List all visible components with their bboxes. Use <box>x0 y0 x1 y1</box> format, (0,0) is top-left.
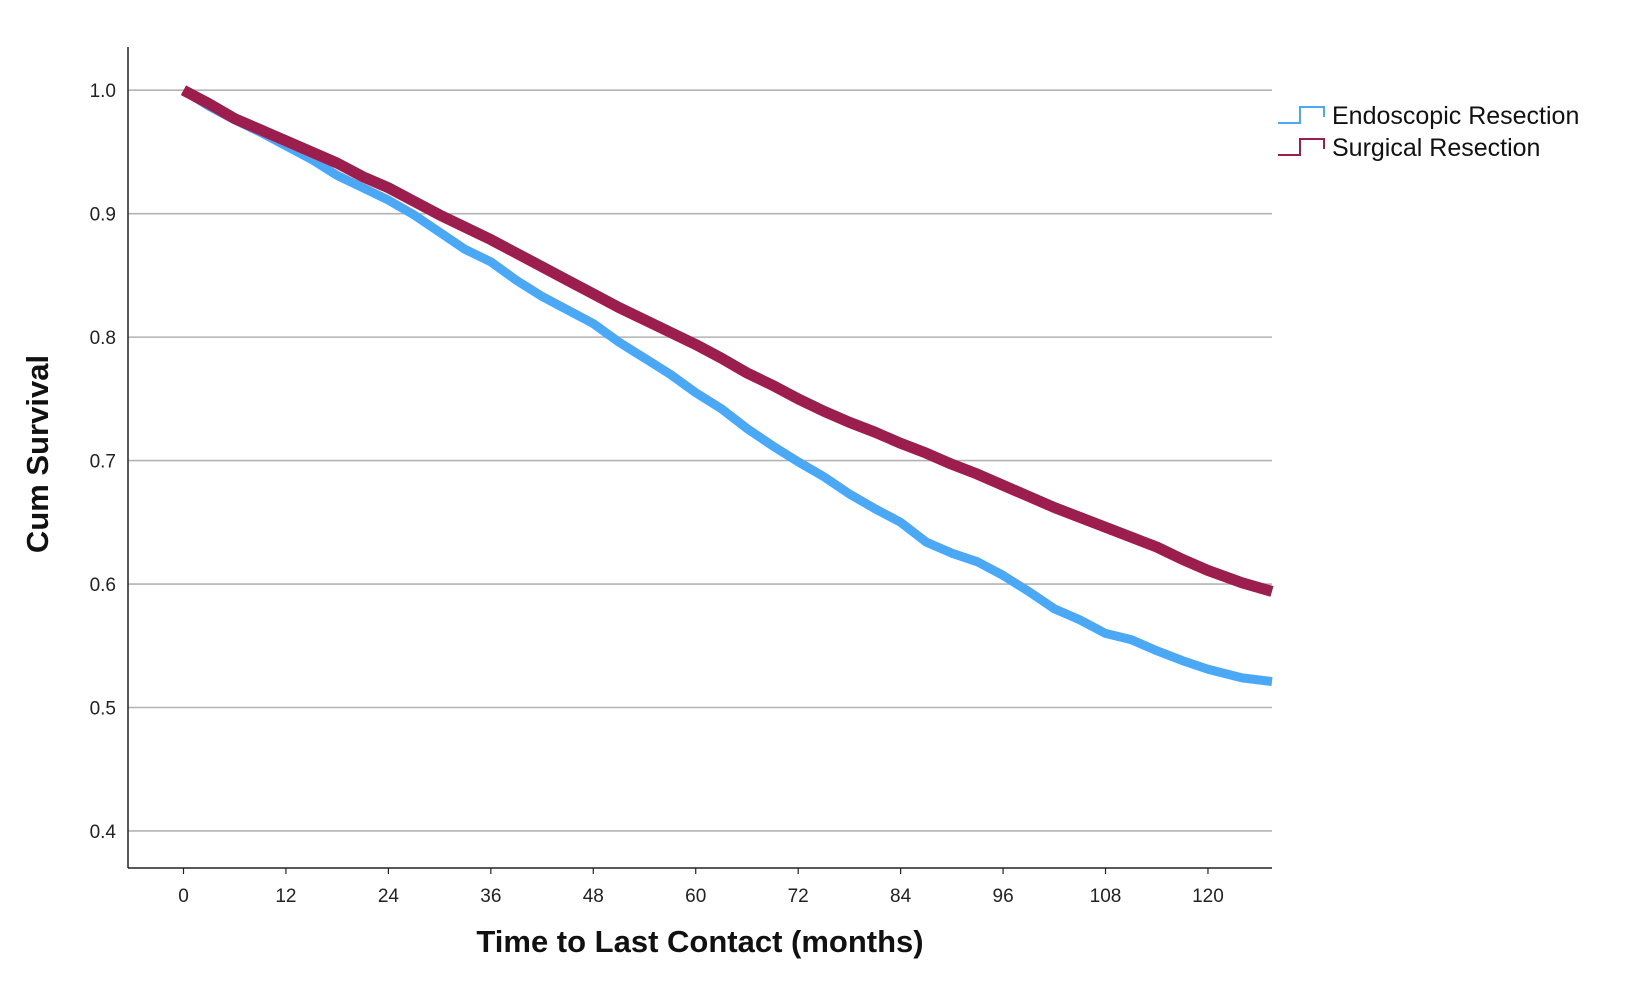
x-tick-label-24: 24 <box>378 886 400 907</box>
axes <box>127 47 1272 869</box>
legend-label-endoscopic-resection: Endoscopic Resection <box>1332 102 1579 130</box>
legend-item-surgical-resection: Surgical Resection <box>1278 134 1540 162</box>
x-tick-label-84: 84 <box>890 886 912 907</box>
x-tick-label-36: 36 <box>480 886 501 907</box>
x-tick-label-96: 96 <box>993 886 1014 907</box>
x-tick-label-0: 0 <box>178 886 189 907</box>
legend: Endoscopic Resection Surgical Resection <box>1278 102 1579 162</box>
x-tick-label-48: 48 <box>583 886 604 907</box>
y-tick-label-0.9: 0.9 <box>90 205 116 226</box>
x-tick-label-60: 60 <box>685 886 706 907</box>
series-line-endoscopic-resection <box>181 86 1273 687</box>
legend-item-endoscopic-resection: Endoscopic Resection <box>1278 102 1579 130</box>
series-layer <box>180 85 1274 687</box>
legend-swatch-endoscopic-resection <box>1278 106 1325 124</box>
gridlines <box>128 89 1272 832</box>
series-line-surgical-resection <box>180 85 1274 597</box>
x-tick-label-108: 108 <box>1090 886 1122 907</box>
y-tick-label-0.5: 0.5 <box>90 699 116 720</box>
y-tick-label-1.0: 1.0 <box>90 81 116 102</box>
x-tick-label-120: 120 <box>1192 886 1224 907</box>
legend-swatch-surgical-resection <box>1278 138 1325 156</box>
y-axis-title: Cum Survival <box>20 355 55 553</box>
tick-labels: 0 12 24 36 48 60 72 84 96 108 120 0.4 0.5 0.6 0.7 0.8 0.… <box>90 81 1224 907</box>
y-tick-label-0.4: 0.4 <box>90 822 117 843</box>
x-axis-title: Time to Last Contact (months) <box>476 924 923 959</box>
legend-label-surgical-resection: Surgical Resection <box>1332 134 1540 162</box>
y-tick-label-0.7: 0.7 <box>90 452 116 473</box>
x-tick-label-12: 12 <box>275 886 296 907</box>
x-tick-label-72: 72 <box>788 886 809 907</box>
y-tick-label-0.6: 0.6 <box>90 575 116 596</box>
y-tick-label-0.8: 0.8 <box>90 328 116 349</box>
